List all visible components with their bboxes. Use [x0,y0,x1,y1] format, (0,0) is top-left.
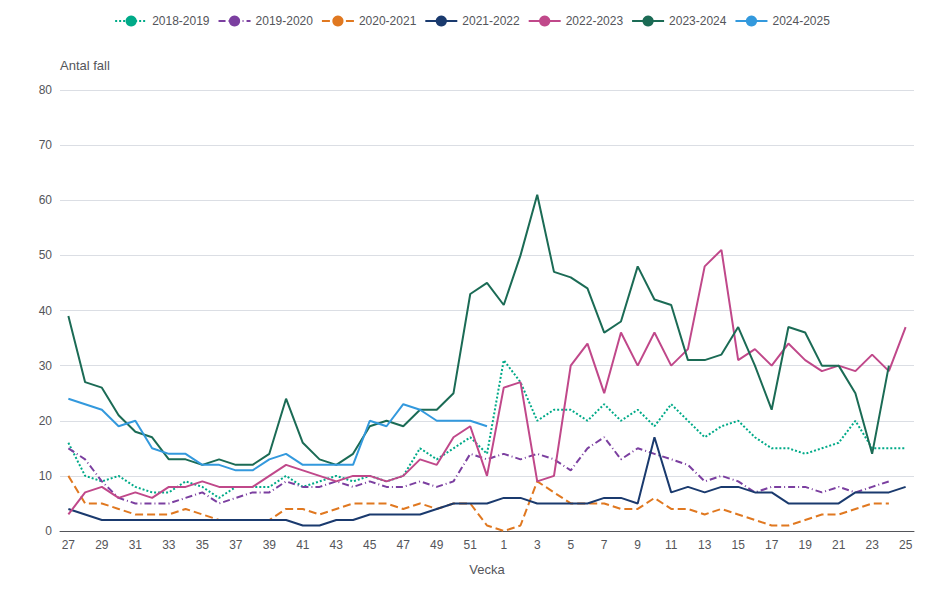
svg-text:33: 33 [162,538,176,552]
svg-text:19: 19 [798,538,812,552]
svg-text:47: 47 [397,538,411,552]
svg-text:Antal fall: Antal fall [60,58,110,73]
svg-text:49: 49 [430,538,444,552]
svg-text:80: 80 [39,83,53,97]
svg-text:25: 25 [899,538,913,552]
svg-text:1: 1 [500,538,507,552]
svg-text:37: 37 [229,538,243,552]
svg-text:21: 21 [832,538,846,552]
svg-text:2024-2025: 2024-2025 [772,14,830,28]
svg-text:13: 13 [698,538,712,552]
svg-text:Vecka: Vecka [469,562,505,577]
svg-text:17: 17 [765,538,779,552]
svg-text:2019-2020: 2019-2020 [256,14,314,28]
svg-text:29: 29 [95,538,109,552]
svg-text:2020-2021: 2020-2021 [359,14,417,28]
svg-text:35: 35 [196,538,210,552]
svg-text:30: 30 [39,359,53,373]
svg-text:15: 15 [731,538,745,552]
svg-text:10: 10 [39,469,53,483]
svg-text:41: 41 [296,538,310,552]
svg-text:5: 5 [567,538,574,552]
svg-text:3: 3 [534,538,541,552]
svg-text:11: 11 [665,538,678,552]
svg-text:9: 9 [634,538,641,552]
svg-text:43: 43 [330,538,344,552]
svg-text:39: 39 [263,538,277,552]
svg-text:23: 23 [865,538,879,552]
svg-text:27: 27 [62,538,76,552]
svg-text:60: 60 [39,193,53,207]
svg-text:50: 50 [39,248,53,262]
svg-text:31: 31 [129,538,143,552]
svg-text:40: 40 [39,304,53,318]
svg-text:2022-2023: 2022-2023 [566,14,624,28]
svg-text:2021-2022: 2021-2022 [462,14,520,28]
svg-text:0: 0 [45,524,52,538]
svg-text:51: 51 [464,538,478,552]
svg-text:45: 45 [363,538,377,552]
svg-text:20: 20 [39,414,53,428]
svg-text:2023-2024: 2023-2024 [669,14,727,28]
svg-text:7: 7 [601,538,608,552]
svg-text:2018-2019: 2018-2019 [152,14,210,28]
svg-text:70: 70 [39,138,53,152]
